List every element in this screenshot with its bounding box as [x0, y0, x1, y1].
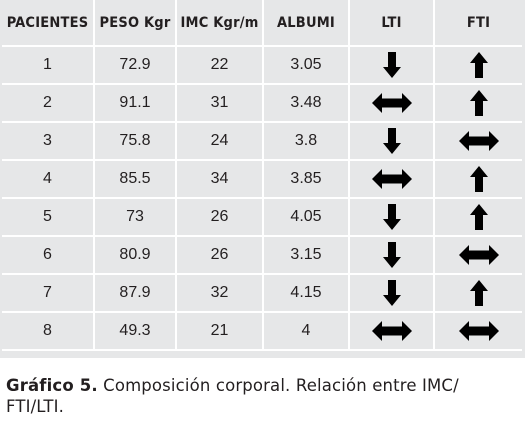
cell-imc: 31	[176, 84, 264, 123]
cell-imc: 32	[176, 274, 264, 313]
cell-peso: 80.9	[94, 236, 177, 275]
cell-fti	[434, 198, 522, 237]
cell-lti	[349, 274, 435, 313]
cell-peso: 85.5	[94, 160, 177, 199]
cell-paciente: 5	[2, 198, 95, 237]
cell-albumi: 3.85	[263, 160, 350, 199]
table-row: 7 87.9 32 4.15	[2, 274, 522, 313]
arrow-left-right-icon	[371, 93, 412, 113]
table-body: 1 72.9 22 3.05 2 91.1 31 3.48 3 75.8 24 …	[2, 46, 522, 351]
table-row: 2 91.1 31 3.48	[2, 84, 522, 123]
cell-fti	[434, 312, 522, 351]
figure-caption: Gráfico 5. Composición corporal. Relació…	[6, 375, 518, 417]
cell-fti	[434, 84, 522, 123]
cell-paciente: 2	[2, 84, 95, 123]
arrow-up-icon	[469, 166, 488, 192]
cell-albumi: 3.05	[263, 46, 350, 85]
cell-lti	[349, 198, 435, 237]
cell-paciente: 8	[2, 312, 95, 351]
arrow-up-icon	[469, 52, 488, 78]
cell-fti	[434, 236, 522, 275]
arrow-left-right-icon	[371, 321, 412, 341]
cell-albumi: 3.15	[263, 236, 350, 275]
arrow-left-right-icon	[458, 131, 499, 151]
table-header-row: PACIENTES PESO Kgr IMC Kgr/m ALBUMI LTI …	[2, 0, 522, 47]
cell-lti	[349, 122, 435, 161]
cell-albumi: 4.15	[263, 274, 350, 313]
cell-peso: 73	[94, 198, 177, 237]
cell-paciente: 6	[2, 236, 95, 275]
table-row: 1 72.9 22 3.05	[2, 46, 522, 85]
cell-fti	[434, 274, 522, 313]
cell-lti	[349, 84, 435, 123]
header-peso: PESO Kgr	[94, 0, 177, 47]
arrow-down-icon	[382, 128, 401, 154]
cell-albumi: 4	[263, 312, 350, 351]
cell-peso: 49.3	[94, 312, 177, 351]
cell-imc: 34	[176, 160, 264, 199]
arrow-down-icon	[382, 242, 401, 268]
cell-peso: 87.9	[94, 274, 177, 313]
cell-peso: 91.1	[94, 84, 177, 123]
cell-imc: 26	[176, 198, 264, 237]
cell-albumi: 4.05	[263, 198, 350, 237]
cell-albumi: 3.8	[263, 122, 350, 161]
cell-fti	[434, 46, 522, 85]
cell-imc: 21	[176, 312, 264, 351]
header-fti: FTI	[434, 0, 522, 47]
cell-paciente: 1	[2, 46, 95, 85]
caption-label: Gráfico 5.	[6, 376, 98, 395]
arrow-up-icon	[469, 280, 488, 306]
cell-imc: 22	[176, 46, 264, 85]
cell-peso: 75.8	[94, 122, 177, 161]
table-row: 4 85.5 34 3.85	[2, 160, 522, 199]
cell-lti	[349, 312, 435, 351]
cell-paciente: 4	[2, 160, 95, 199]
cell-lti	[349, 46, 435, 85]
arrow-up-icon	[469, 204, 488, 230]
cell-lti	[349, 236, 435, 275]
arrow-down-icon	[382, 204, 401, 230]
arrow-down-icon	[382, 280, 401, 306]
table-row: 8 49.3 21 4	[2, 312, 522, 351]
cell-imc: 26	[176, 236, 264, 275]
cell-peso: 72.9	[94, 46, 177, 85]
table-row: 6 80.9 26 3.15	[2, 236, 522, 275]
table-row: 3 75.8 24 3.8	[2, 122, 522, 161]
caption-text: Composición corporal. Relación entre IMC…	[6, 376, 459, 416]
arrow-left-right-icon	[371, 169, 412, 189]
header-albumi: ALBUMI	[263, 0, 350, 47]
arrow-left-right-icon	[458, 321, 499, 341]
header-pacientes: PACIENTES	[2, 0, 95, 47]
cell-fti	[434, 122, 522, 161]
arrow-down-icon	[382, 52, 401, 78]
cell-lti	[349, 160, 435, 199]
cell-fti	[434, 160, 522, 199]
cell-paciente: 7	[2, 274, 95, 313]
data-table: PACIENTES PESO Kgr IMC Kgr/m ALBUMI LTI …	[2, 0, 522, 351]
table-row: 5 73 26 4.05	[2, 198, 522, 237]
arrow-left-right-icon	[458, 245, 499, 265]
header-lti: LTI	[349, 0, 435, 47]
arrow-up-icon	[469, 90, 488, 116]
cell-imc: 24	[176, 122, 264, 161]
cell-paciente: 3	[2, 122, 95, 161]
header-imc: IMC Kgr/m	[176, 0, 264, 47]
cell-albumi: 3.48	[263, 84, 350, 123]
data-table-panel: PACIENTES PESO Kgr IMC Kgr/m ALBUMI LTI …	[0, 0, 525, 358]
